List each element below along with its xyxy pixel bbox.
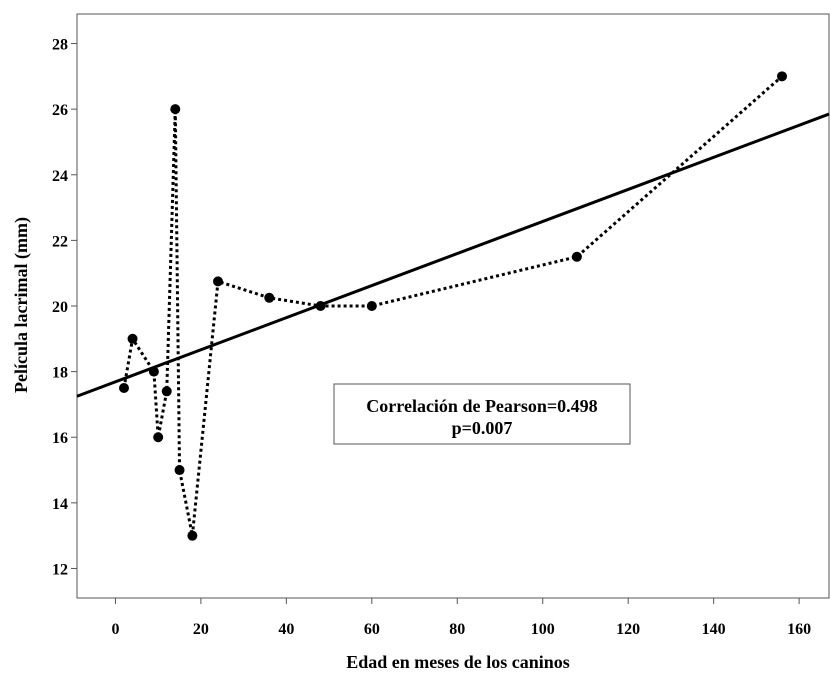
x-tick-label: 40 xyxy=(278,621,294,638)
annotation-box xyxy=(333,383,631,445)
data-point xyxy=(127,333,138,344)
data-point xyxy=(161,386,172,397)
data-point xyxy=(213,276,223,287)
regression-line xyxy=(76,112,830,398)
y-tick-label: 22 xyxy=(52,233,68,250)
y-axis-ticks: 12 14 16 18 20 22 24 26 28 xyxy=(52,37,77,578)
x-tick-label: 20 xyxy=(193,621,209,638)
x-tick-label: 60 xyxy=(364,621,380,638)
annotation-line-2: p=0.007 xyxy=(452,418,513,438)
x-tick-label: 0 xyxy=(111,621,119,638)
series-line xyxy=(122,75,783,536)
x-tick-label: 120 xyxy=(616,621,640,638)
y-tick-label: 28 xyxy=(52,37,68,54)
x-axis-title: Edad en meses de los caninos xyxy=(346,652,570,672)
y-tick-label: 24 xyxy=(52,168,68,185)
data-point xyxy=(571,251,582,262)
data-point xyxy=(264,292,275,303)
data-point xyxy=(315,301,326,311)
correlation-annotation: Correlación de Pearson=0.498 p=0.007 xyxy=(333,383,631,445)
data-points xyxy=(119,71,787,541)
y-tick-label: 18 xyxy=(52,365,68,382)
x-tick-label: 80 xyxy=(449,621,465,638)
data-point xyxy=(777,71,787,82)
data-point xyxy=(148,366,159,377)
data-point xyxy=(174,465,185,476)
data-point xyxy=(366,301,377,311)
x-tick-label: 100 xyxy=(531,621,555,638)
plot-frame xyxy=(76,13,830,599)
y-tick-label: 12 xyxy=(52,561,68,578)
data-point xyxy=(187,530,198,541)
y-tick-label: 16 xyxy=(52,430,68,447)
y-tick-label: 26 xyxy=(52,102,68,119)
y-axis-title: Película lacrimal (mm) xyxy=(11,217,32,393)
x-tick-label: 140 xyxy=(702,621,726,638)
x-tick-label: 160 xyxy=(787,621,811,638)
data-point xyxy=(153,432,164,443)
data-point xyxy=(170,104,181,115)
x-axis-ticks: 0 20 40 60 80 100 120 140 160 xyxy=(111,598,811,638)
annotation-line-1: Correlación de Pearson=0.498 xyxy=(366,396,597,416)
y-tick-label: 20 xyxy=(52,299,68,316)
data-point xyxy=(119,383,129,394)
y-tick-label: 14 xyxy=(52,496,68,513)
